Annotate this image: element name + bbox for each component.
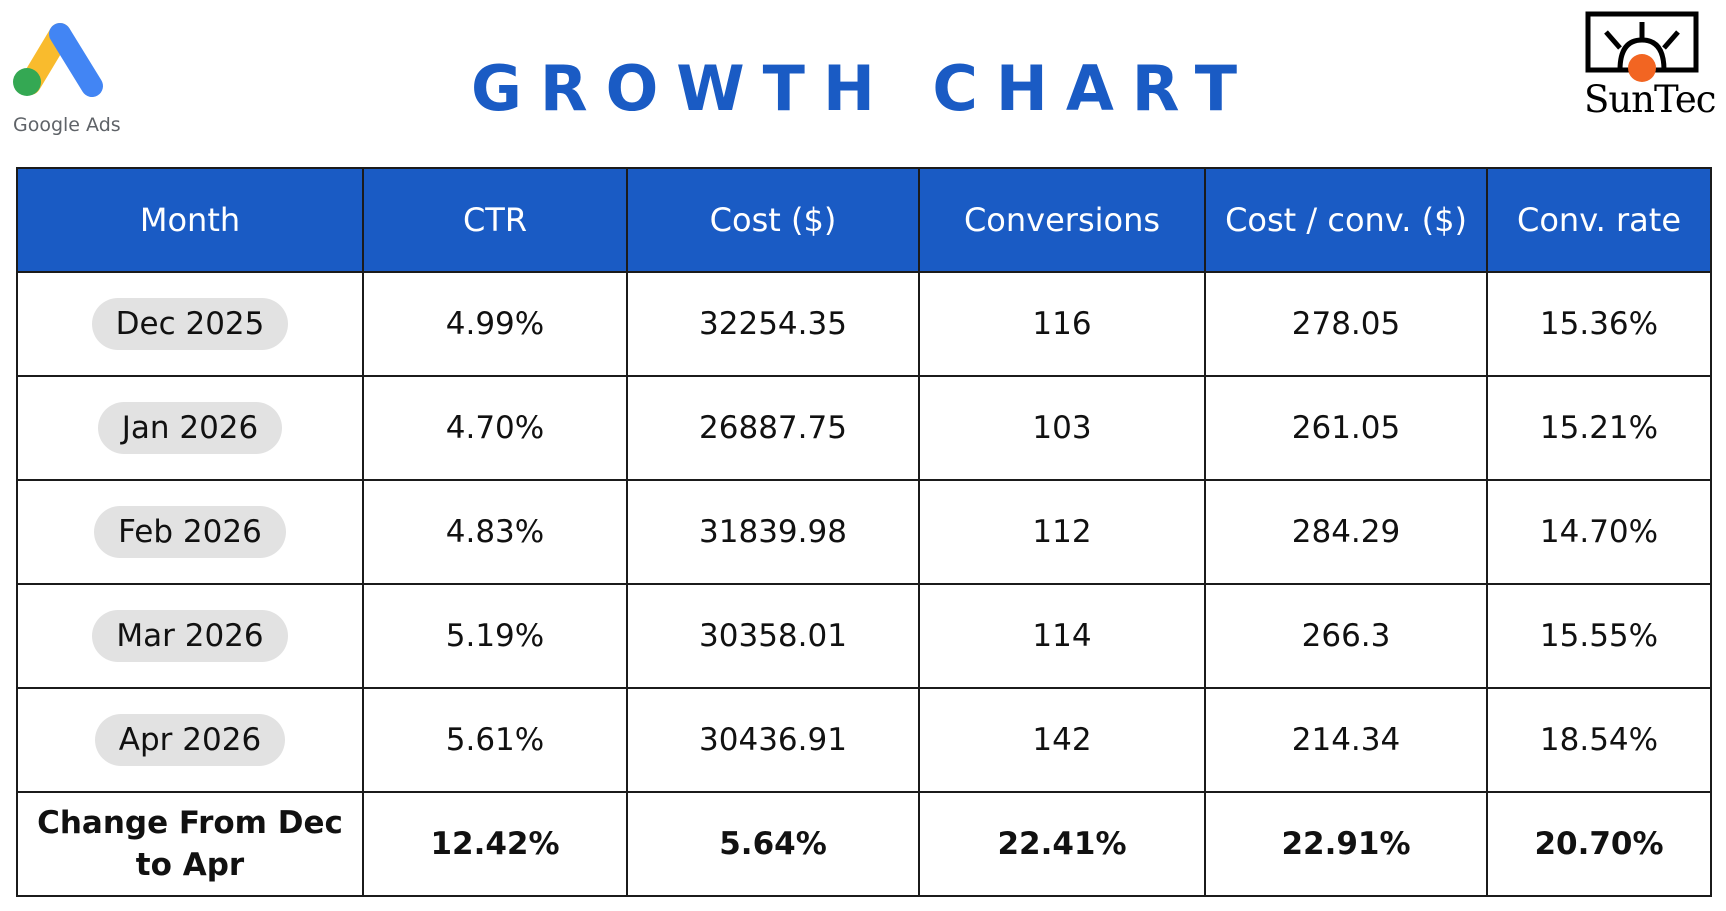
table-row: Jan 2026 4.70% 26887.75 103 261.05 15.21% (16, 375, 1712, 481)
value-cell: 5.61% (362, 687, 628, 793)
value-cell: 261.05 (1204, 375, 1488, 481)
value-cell: 32254.35 (626, 271, 920, 377)
value-cell: 15.21% (1486, 375, 1712, 481)
value-cell: 278.05 (1204, 271, 1488, 377)
value-cell: 18.54% (1486, 687, 1712, 793)
table-row: Feb 2026 4.83% 31839.98 112 284.29 14.70% (16, 479, 1712, 585)
column-header-4: Cost / conv. ($) (1204, 167, 1488, 273)
column-header-3: Conversions (918, 167, 1206, 273)
suntec-caption: SunTec (1584, 78, 1716, 121)
header-row: Month CTR Cost ($) Conversions Cost / conv. … (16, 167, 1712, 273)
month-cell: Mar 2026 (16, 583, 364, 689)
page-title: GROWTH CHART (470, 52, 1256, 125)
value-cell: 4.99% (362, 271, 628, 377)
value-cell: 4.70% (362, 375, 628, 481)
change-value-cell: 22.91% (1204, 791, 1488, 897)
change-value-cell: 12.42% (362, 791, 628, 897)
google-ads-caption: Google Ads (13, 114, 121, 136)
change-row: Change From Dec to Apr 12.42% 5.64% 22.41% 2… (16, 791, 1712, 897)
month-pill: Feb 2026 (94, 506, 286, 558)
value-cell: 214.34 (1204, 687, 1488, 793)
month-pill: Mar 2026 (92, 610, 288, 662)
suntec-sun-icon (1585, 11, 1699, 82)
month-cell: Apr 2026 (16, 687, 364, 793)
value-cell: 266.3 (1204, 583, 1488, 689)
value-cell: 31839.98 (626, 479, 920, 585)
value-cell: 284.29 (1204, 479, 1488, 585)
change-value-cell: 22.41% (918, 791, 1206, 897)
column-header-0: Month (16, 167, 364, 273)
column-header-5: Conv. rate (1486, 167, 1712, 273)
month-pill: Apr 2026 (94, 714, 286, 766)
month-pill: Dec 2025 (91, 298, 289, 350)
month-cell: Feb 2026 (16, 479, 364, 585)
value-cell: 30436.91 (626, 687, 920, 793)
change-label-cell: Change From Dec to Apr (16, 791, 364, 897)
month-cell: Dec 2025 (16, 271, 364, 377)
month-pill: Jan 2026 (97, 402, 283, 454)
value-cell: 114 (918, 583, 1206, 689)
header: Google Ads GROWTH CHART SunTec (0, 0, 1726, 160)
value-cell: 15.55% (1486, 583, 1712, 689)
growth-table: Month CTR Cost ($) Conversions Cost / conv. … (16, 167, 1712, 897)
value-cell: 14.70% (1486, 479, 1712, 585)
value-cell: 4.83% (362, 479, 628, 585)
column-header-1: CTR (362, 167, 628, 273)
value-cell: 30358.01 (626, 583, 920, 689)
table-row: Apr 2026 5.61% 30436.91 142 214.34 18.54% (16, 687, 1712, 793)
value-cell: 112 (918, 479, 1206, 585)
value-cell: 26887.75 (626, 375, 920, 481)
value-cell: 103 (918, 375, 1206, 481)
value-cell: 142 (918, 687, 1206, 793)
value-cell: 15.36% (1486, 271, 1712, 377)
value-cell: 116 (918, 271, 1206, 377)
table-row: Mar 2026 5.19% 30358.01 114 266.3 15.55% (16, 583, 1712, 689)
change-value-cell: 20.70% (1486, 791, 1712, 897)
month-cell: Jan 2026 (16, 375, 364, 481)
column-header-2: Cost ($) (626, 167, 920, 273)
table-row: Dec 2025 4.99% 32254.35 116 278.05 15.36% (16, 271, 1712, 377)
google-ads-icon (13, 23, 103, 97)
change-value-cell: 5.64% (626, 791, 920, 897)
value-cell: 5.19% (362, 583, 628, 689)
